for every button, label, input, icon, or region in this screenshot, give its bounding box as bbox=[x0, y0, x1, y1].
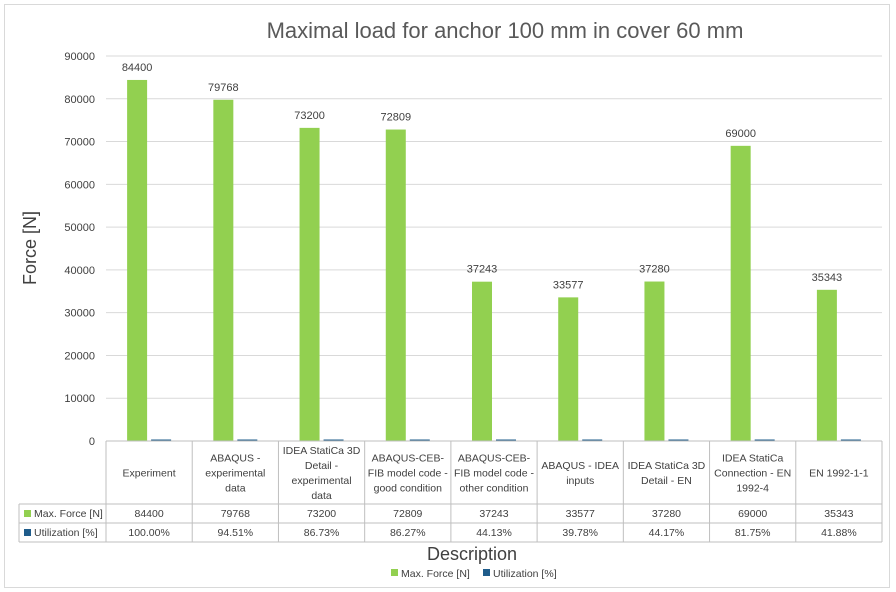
table-cell-max-force: 37243 bbox=[479, 508, 508, 520]
table-cell-max-force: 33577 bbox=[566, 508, 595, 520]
category-label: experimental bbox=[205, 468, 265, 480]
bar-max-force bbox=[644, 281, 665, 441]
table-cell-max-force: 35343 bbox=[824, 508, 853, 520]
y-axis-ticks: 0 10000 20000 30000 40000 50000 60000 70000 8000… bbox=[64, 51, 95, 448]
bar-utilization bbox=[496, 439, 516, 441]
bar-utilization bbox=[323, 439, 344, 441]
bar-utilization bbox=[582, 439, 603, 441]
bar-max-force bbox=[127, 79, 148, 441]
bars bbox=[127, 79, 861, 442]
category-label: Connection - EN bbox=[714, 468, 791, 480]
data-label-max-force: 37280 bbox=[639, 264, 670, 276]
data-label-max-force: 37243 bbox=[467, 264, 498, 276]
data-label-max-force: 73200 bbox=[294, 110, 325, 122]
table-cell-max-force: 79768 bbox=[221, 508, 250, 520]
bar-utilization bbox=[151, 439, 172, 441]
bar-max-force bbox=[213, 99, 234, 441]
y-tick-label: 60000 bbox=[64, 179, 95, 191]
data-label-max-force: 72809 bbox=[380, 112, 411, 124]
table-cell-utilization: 86.27% bbox=[390, 527, 426, 539]
table-cell-max-force: 73200 bbox=[307, 508, 336, 520]
category-label: Detail - bbox=[305, 460, 339, 472]
category-label: data bbox=[311, 490, 332, 502]
y-tick-label: 0 bbox=[89, 436, 95, 448]
y-tick-label: 10000 bbox=[64, 393, 95, 405]
bar-utilization bbox=[668, 439, 689, 441]
data-label-max-force: 35343 bbox=[812, 272, 843, 284]
bar-max-force bbox=[385, 129, 406, 441]
category-label: ABAQUS-CEB- bbox=[458, 453, 531, 465]
y-tick-label: 80000 bbox=[64, 94, 95, 106]
bar-utilization bbox=[237, 439, 258, 441]
category-label: FIB model code - bbox=[454, 468, 534, 480]
legend-key-max-force bbox=[391, 569, 398, 576]
category-label: IDEA StatiCa 3D bbox=[283, 445, 361, 457]
category-label: EN 1992-1-1 bbox=[809, 468, 869, 480]
category-label: ABAQUS-CEB- bbox=[372, 453, 445, 465]
category-label: FIB model code - bbox=[368, 468, 448, 480]
y-tick-label: 20000 bbox=[64, 350, 95, 362]
bar-max-force bbox=[299, 127, 320, 441]
table-cell-max-force: 72809 bbox=[393, 508, 422, 520]
category-label: experimental bbox=[291, 475, 351, 487]
bar-utilization bbox=[840, 439, 861, 441]
category-label: data bbox=[225, 483, 246, 495]
data-label-max-force: 79768 bbox=[208, 82, 239, 94]
y-tick-label: 30000 bbox=[64, 308, 95, 320]
category-label: Detail - EN bbox=[641, 475, 692, 487]
bar-utilization bbox=[754, 439, 775, 441]
table-cell-max-force: 37280 bbox=[652, 508, 681, 520]
y-tick-label: 70000 bbox=[64, 137, 95, 149]
category-label: ABAQUS - bbox=[210, 453, 261, 465]
data-table: Experiment ABAQUS - experimental data IDEA S… bbox=[18, 440, 883, 543]
table-series-name: Utilization [%] bbox=[34, 527, 98, 539]
category-label: IDEA StatiCa 3D bbox=[628, 460, 706, 472]
y-axis-title: Force [N] bbox=[20, 211, 40, 285]
category-label: good condition bbox=[374, 483, 442, 495]
data-label-max-force: 33577 bbox=[553, 279, 584, 291]
table-cell-max-force: 84400 bbox=[135, 508, 164, 520]
category-label: inputs bbox=[566, 475, 594, 487]
table-cell-utilization: 39.78% bbox=[562, 527, 598, 539]
category-label: Experiment bbox=[123, 468, 176, 480]
data-label-max-force: 84400 bbox=[122, 62, 153, 74]
table-cell-utilization: 44.13% bbox=[476, 527, 512, 539]
legend-key-utilization bbox=[483, 569, 490, 576]
table-series-name: Max. Force [N] bbox=[34, 508, 103, 520]
table-cell-utilization: 86.73% bbox=[304, 527, 340, 539]
bar-max-force bbox=[472, 281, 492, 441]
legend: Max. Force [N] Utilization [%] bbox=[391, 568, 557, 580]
table-cell-max-force: 69000 bbox=[738, 508, 767, 520]
table-cell-utilization: 100.00% bbox=[128, 527, 169, 539]
legend-label-utilization: Utilization [%] bbox=[493, 568, 557, 580]
category-label: IDEA StatiCa bbox=[722, 453, 783, 465]
table-key-max-force bbox=[24, 510, 31, 517]
category-label: ABAQUS - IDEA bbox=[541, 460, 619, 472]
category-label: 1992-4 bbox=[736, 483, 769, 495]
bar-utilization bbox=[409, 439, 430, 441]
bar-max-force bbox=[816, 289, 837, 441]
category-label: other condition bbox=[460, 483, 529, 495]
table-key-utilization bbox=[24, 529, 31, 536]
legend-label-max-force: Max. Force [N] bbox=[401, 568, 470, 580]
y-tick-label: 90000 bbox=[64, 51, 95, 63]
y-tick-label: 40000 bbox=[64, 265, 95, 277]
table-cell-utilization: 41.88% bbox=[821, 527, 857, 539]
bar-max-force bbox=[730, 145, 751, 442]
chart-frame bbox=[4, 4, 890, 588]
chart-title: Maximal load for anchor 100 mm in cover … bbox=[267, 18, 744, 43]
x-axis-title: Description bbox=[427, 544, 517, 564]
data-label-max-force: 69000 bbox=[725, 128, 756, 140]
table-cell-utilization: 94.51% bbox=[218, 527, 254, 539]
data-labels: 84400 79768 73200 72809 37243 33577 37280 69000… bbox=[122, 62, 842, 291]
bar-max-force bbox=[558, 297, 579, 441]
table-cell-utilization: 44.17% bbox=[649, 527, 685, 539]
table-cell-utilization: 81.75% bbox=[735, 527, 771, 539]
y-tick-label: 50000 bbox=[64, 222, 95, 234]
